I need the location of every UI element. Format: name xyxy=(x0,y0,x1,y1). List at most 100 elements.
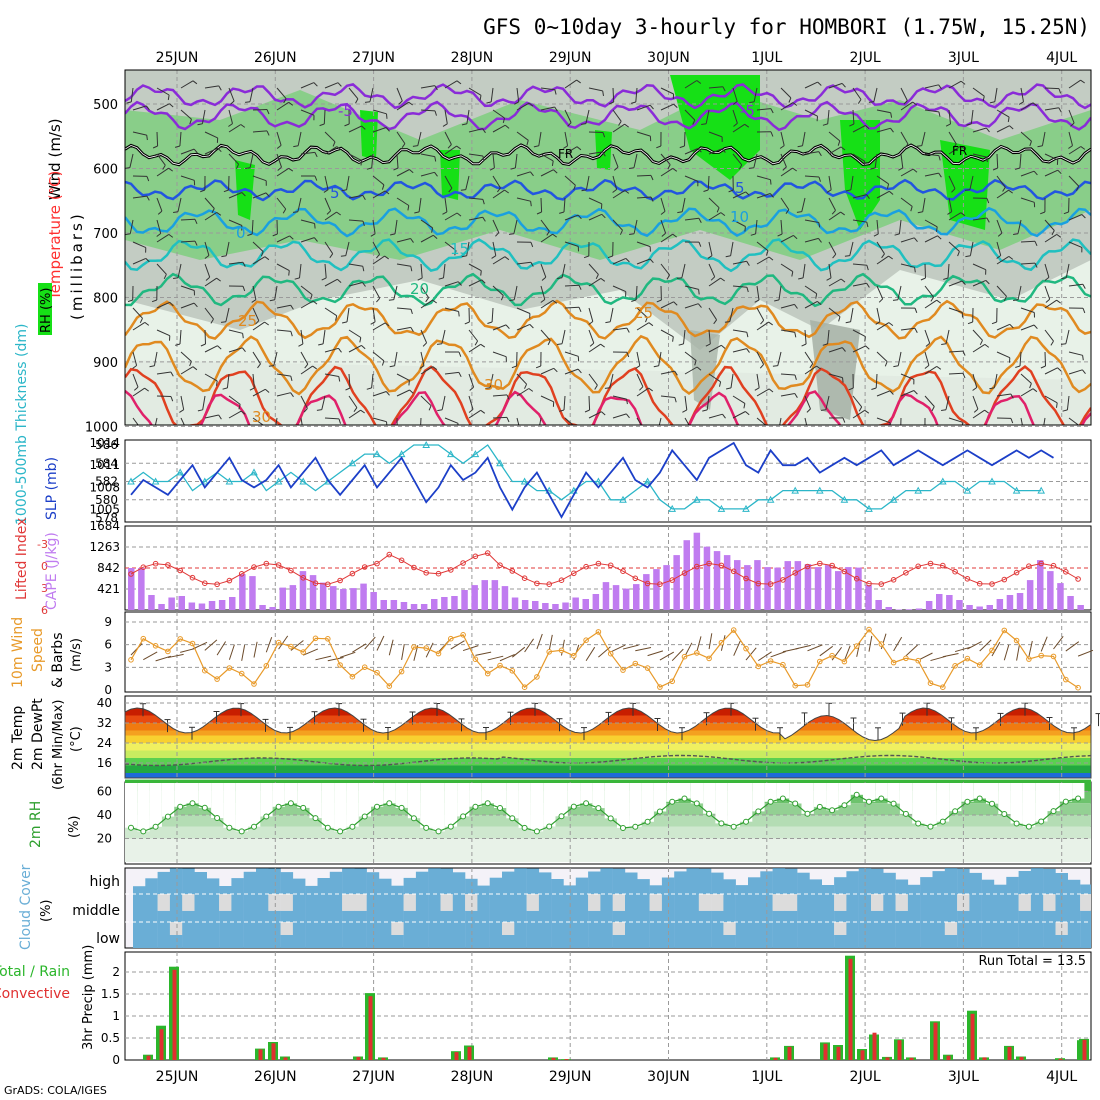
cloud-block xyxy=(784,922,798,948)
wind-barb-flag xyxy=(168,233,174,238)
rh-marker xyxy=(214,815,221,821)
cloud-block xyxy=(797,922,810,948)
cloud-gap xyxy=(784,894,798,911)
wind-barb-flag xyxy=(552,233,557,238)
wind-barb xyxy=(1065,263,1070,278)
wind-barb-flag xyxy=(613,166,619,171)
wind-barb xyxy=(804,395,811,410)
cape-bar xyxy=(562,602,569,610)
rh-marker xyxy=(521,824,528,831)
rh-upper-blank xyxy=(149,783,162,827)
cape-bar xyxy=(370,592,377,610)
wind-barb-flag xyxy=(125,233,131,236)
wind-barb xyxy=(324,175,329,190)
cloud-block xyxy=(686,868,699,894)
wind-barb xyxy=(588,131,604,133)
rh-upper-blank xyxy=(346,783,359,827)
wind-barb xyxy=(588,329,595,344)
rh-marker xyxy=(964,798,971,805)
wind-barb xyxy=(732,109,738,124)
cloud-block xyxy=(133,894,146,922)
wind-barb xyxy=(466,241,470,256)
wind-barb xyxy=(369,87,374,102)
wind-barb xyxy=(828,347,843,353)
cape-bar xyxy=(703,546,711,610)
upper-air-panel: -5 -5 FR FR 5 5 10 0 15 20 25 25 30 30 5… xyxy=(38,69,1092,435)
wind-barb-flag xyxy=(1068,145,1073,149)
wind-barb xyxy=(228,192,243,199)
cape-bar xyxy=(138,568,145,610)
cloud-block xyxy=(1092,877,1100,894)
wind-barb-flag xyxy=(386,113,388,119)
cloud-block xyxy=(809,879,822,894)
wind-barb xyxy=(228,410,242,419)
rh-marker xyxy=(792,800,799,807)
wind-barb xyxy=(276,392,291,397)
rh-upper-blank xyxy=(998,783,1011,814)
cloud-block xyxy=(895,922,909,948)
wind-barb-flag xyxy=(1037,145,1043,148)
wind-barb xyxy=(396,307,412,310)
wind10m-barb xyxy=(241,645,246,661)
precip-conv-bar xyxy=(283,1057,288,1060)
wind-barb-flag xyxy=(1018,101,1024,105)
cloud-block xyxy=(428,894,441,922)
rh-upper-blank xyxy=(604,783,617,819)
wind-barb xyxy=(924,365,937,375)
wind-barb xyxy=(204,277,217,287)
wind-barb-flag xyxy=(464,321,470,325)
wind-barb xyxy=(420,395,432,407)
wind-barb-flag xyxy=(491,255,497,259)
wind-barb-flag xyxy=(837,140,841,146)
cloud-gap xyxy=(526,894,540,911)
cape-bar xyxy=(1067,596,1074,610)
wind-barb-flag xyxy=(580,123,586,125)
wind-barb-flag xyxy=(888,190,894,195)
wind-barb-flag xyxy=(245,167,251,169)
wind-barb-flag xyxy=(769,193,774,198)
rh-marker xyxy=(902,810,909,817)
cloud-gap xyxy=(944,922,958,935)
wind-barb-flag xyxy=(384,190,390,195)
wind-barb xyxy=(972,343,986,353)
cloud-block xyxy=(686,894,699,922)
rh-marker xyxy=(681,795,688,802)
wind-barb xyxy=(1020,373,1032,384)
wind-barb-flag xyxy=(845,321,851,324)
li-marker xyxy=(484,550,491,556)
cloud-block xyxy=(231,894,244,922)
rh-marker xyxy=(595,805,602,812)
cloud-block xyxy=(329,894,343,922)
wind-barb-flag xyxy=(1009,125,1014,130)
cloud-block xyxy=(809,922,822,948)
rh-upper-blank xyxy=(567,783,581,807)
slp-tick: 1014 xyxy=(89,436,120,450)
cloud-block xyxy=(1092,894,1100,922)
cloud-gap xyxy=(1080,894,1091,911)
wind-barb xyxy=(874,153,878,168)
wind-barb-flag xyxy=(626,327,630,333)
cloud-block xyxy=(858,868,872,894)
wind10m-barb xyxy=(1077,649,1094,657)
cloud-block xyxy=(502,935,515,948)
wind-barb-flag xyxy=(288,270,290,276)
cape-bar xyxy=(451,596,458,610)
rh-marker xyxy=(693,800,700,807)
cloud-block xyxy=(748,894,761,922)
wind-barb-flag xyxy=(341,189,347,192)
wind-barb-flag xyxy=(793,235,798,240)
cloud-block xyxy=(600,868,613,894)
wind-barb xyxy=(612,413,627,419)
thickness-tick: 578 xyxy=(95,511,118,525)
wind-barb xyxy=(516,102,530,111)
rh-marker xyxy=(570,803,577,810)
wind-barb xyxy=(251,219,254,235)
cloud-block xyxy=(452,894,466,922)
cloud-high-label: high xyxy=(89,874,120,890)
wind-barb xyxy=(948,212,962,221)
